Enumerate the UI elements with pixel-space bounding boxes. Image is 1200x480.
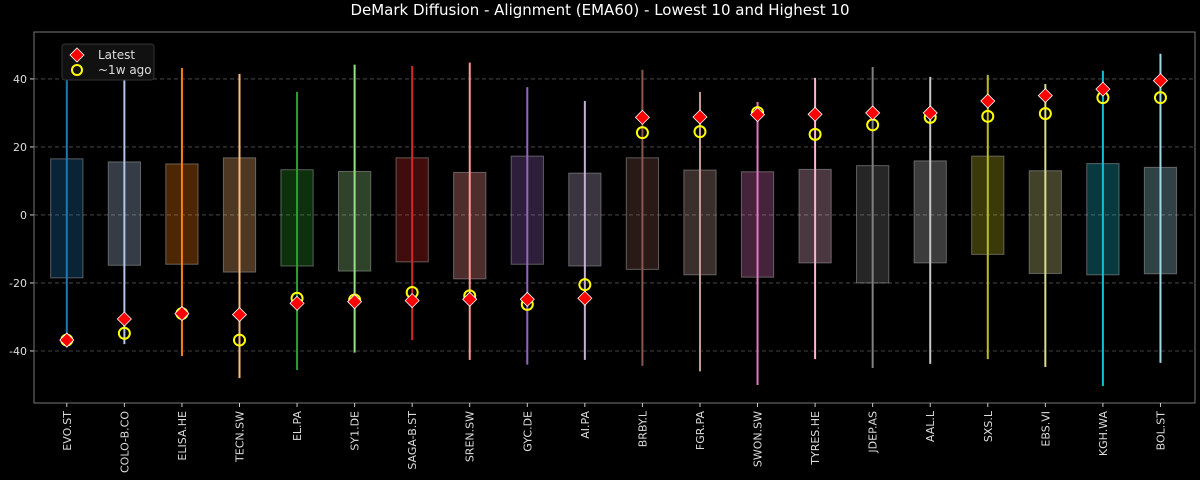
- latest-marker-ELISA.HE: [174, 306, 190, 322]
- x-tick-label: SXS.L: [982, 410, 995, 442]
- x-tick-label: AAL.L: [924, 410, 937, 442]
- x-tick-label: JDEP.AS: [867, 411, 880, 454]
- latest-marker-SREN.SW: [462, 291, 478, 307]
- latest-marker-JDEP.AS: [865, 105, 881, 121]
- latest-marker-EVO.ST: [59, 332, 75, 348]
- week-ago-marker-BRBY.L: [635, 126, 649, 140]
- x-tick-label: KGH.WA: [1097, 411, 1110, 457]
- x-tick-label: TYRES.HE: [809, 411, 822, 466]
- latest-marker-EL.PA: [289, 295, 305, 311]
- legend-week-ago-label: ~1w ago: [98, 63, 152, 77]
- latest-marker-TYRES.HE: [807, 106, 823, 122]
- x-tick-label: BOL.ST: [1154, 411, 1167, 451]
- latest-marker-SAGA-B.ST: [404, 293, 420, 309]
- y-tick-label: 0: [20, 209, 27, 222]
- latest-marker-BRBY.L: [634, 109, 650, 125]
- week-ago-marker-TYRES.HE: [808, 127, 822, 141]
- legend-latest-label: Latest: [98, 48, 135, 62]
- latest-marker-SY1.DE: [347, 294, 363, 310]
- week-ago-marker-COLO-B.CO: [117, 326, 131, 340]
- x-tick-label: EBS.VI: [1039, 411, 1052, 447]
- x-tick-label: AI.PA: [579, 411, 592, 439]
- plot-frame: [33, 31, 1196, 404]
- week-ago-marker-TECN.SW: [232, 333, 246, 347]
- y-tick-label: 20: [13, 141, 27, 154]
- latest-marker-GYC.DE: [519, 291, 535, 307]
- x-tick-label: FGR.PA: [694, 411, 707, 451]
- latest-marker-TECN.SW: [231, 307, 248, 323]
- latest-marker-AAL.L: [922, 105, 938, 121]
- x-tick-label: EVO.ST: [61, 411, 74, 451]
- legend-week-ago-icon: [71, 64, 83, 76]
- latest-marker-SXS.L: [980, 93, 996, 109]
- y-tick-label: -20: [9, 277, 27, 290]
- x-tick-label: SAGA-B.ST: [406, 411, 419, 470]
- x-tick-label: GYC.DE: [521, 411, 534, 452]
- latest-marker-KGH.WA: [1095, 81, 1111, 97]
- latest-marker-BOL.ST: [1152, 73, 1169, 89]
- latest-marker-COLO-B.CO: [116, 311, 132, 327]
- chart-title: DeMark Diffusion - Alignment (EMA60) - L…: [350, 1, 850, 19]
- x-tick-label: SWON.SW: [752, 411, 765, 467]
- x-tick-label: TECN.SW: [233, 411, 246, 463]
- legend-box: [61, 43, 155, 81]
- x-tick-label: EL.PA: [291, 411, 304, 442]
- legend-latest-icon: [69, 47, 85, 63]
- week-ago-marker-BOL.ST: [1153, 91, 1167, 105]
- x-tick-label: BRBY.L: [636, 410, 649, 447]
- latest-marker-AI.PA: [577, 290, 593, 306]
- latest-marker-FGR.PA: [692, 109, 708, 125]
- y-tick-label: 40: [13, 73, 27, 86]
- week-ago-marker-AI.PA: [578, 278, 592, 292]
- week-ago-marker-FGR.PA: [693, 125, 707, 139]
- latest-marker-SWON.SW: [749, 107, 766, 123]
- x-tick-label: ELISA.HE: [176, 411, 189, 461]
- x-tick-label: SREN.SW: [464, 411, 477, 462]
- latest-marker-EBS.VI: [1037, 88, 1053, 104]
- x-tick-label: COLO-B.CO: [118, 411, 131, 473]
- y-tick-label: -40: [9, 345, 27, 358]
- week-ago-marker-SXS.L: [981, 109, 995, 123]
- x-tick-label: SY1.DE: [349, 411, 362, 451]
- week-ago-marker-EBS.VI: [1038, 107, 1052, 121]
